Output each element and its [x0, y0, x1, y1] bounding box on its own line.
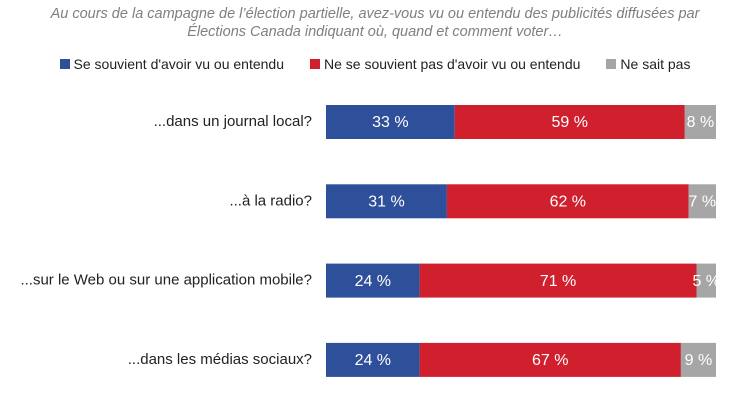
value-label: 7 %: [689, 194, 717, 211]
category-label: ...à la radio?: [229, 192, 312, 209]
legend: Se souvient d'avoir vu ou entendu Ne se s…: [0, 56, 750, 72]
legend-item: Ne se souvient pas d'avoir vu ou entendu: [310, 56, 580, 72]
bar-segment: [696, 263, 716, 298]
category-label: ...dans un journal local?: [154, 113, 312, 130]
legend-label: Se souvient d'avoir vu ou entendu: [73, 56, 285, 72]
value-label: 33 %: [372, 114, 408, 131]
legend-item: Se souvient d'avoir vu ou entendu: [59, 56, 285, 72]
bar-segment: [326, 342, 420, 377]
bar-segment: [419, 342, 681, 377]
value-label: 24 %: [355, 352, 391, 369]
value-label: 9 %: [685, 352, 713, 369]
legend-swatch: [310, 59, 321, 69]
value-label: 62 %: [550, 194, 586, 211]
value-label: 24 %: [355, 273, 391, 290]
category-label: ...dans les médias sociaux?: [128, 351, 312, 368]
category-label: ...sur le Web ou sur une application mob…: [20, 272, 312, 289]
bar-segment: [326, 105, 455, 139]
bar-segment: [454, 105, 685, 139]
legend-swatch: [606, 59, 617, 69]
legend-label: Ne sait pas: [620, 56, 691, 72]
value-label: 67 %: [532, 352, 568, 369]
chart-title: Au cours de la campagne de l’élection pa…: [50, 6, 700, 40]
bar-segment: [680, 342, 716, 377]
value-label: 8 %: [687, 114, 715, 131]
legend-item: Ne sait pas: [606, 56, 690, 72]
bar-segment: [684, 105, 716, 139]
value-label: 5 %: [692, 273, 720, 290]
value-label: 31 %: [368, 194, 404, 211]
bar-segment: [326, 263, 420, 298]
value-label: 59 %: [552, 114, 588, 131]
legend-swatch: [59, 59, 70, 69]
bar-segment: [326, 184, 447, 219]
bar-segment: [419, 263, 697, 298]
value-label: 71 %: [540, 273, 576, 290]
bar-segment: [446, 184, 689, 219]
bar-segment: [688, 184, 716, 219]
legend-label: Ne se souvient pas d'avoir vu ou entendu: [324, 56, 581, 72]
